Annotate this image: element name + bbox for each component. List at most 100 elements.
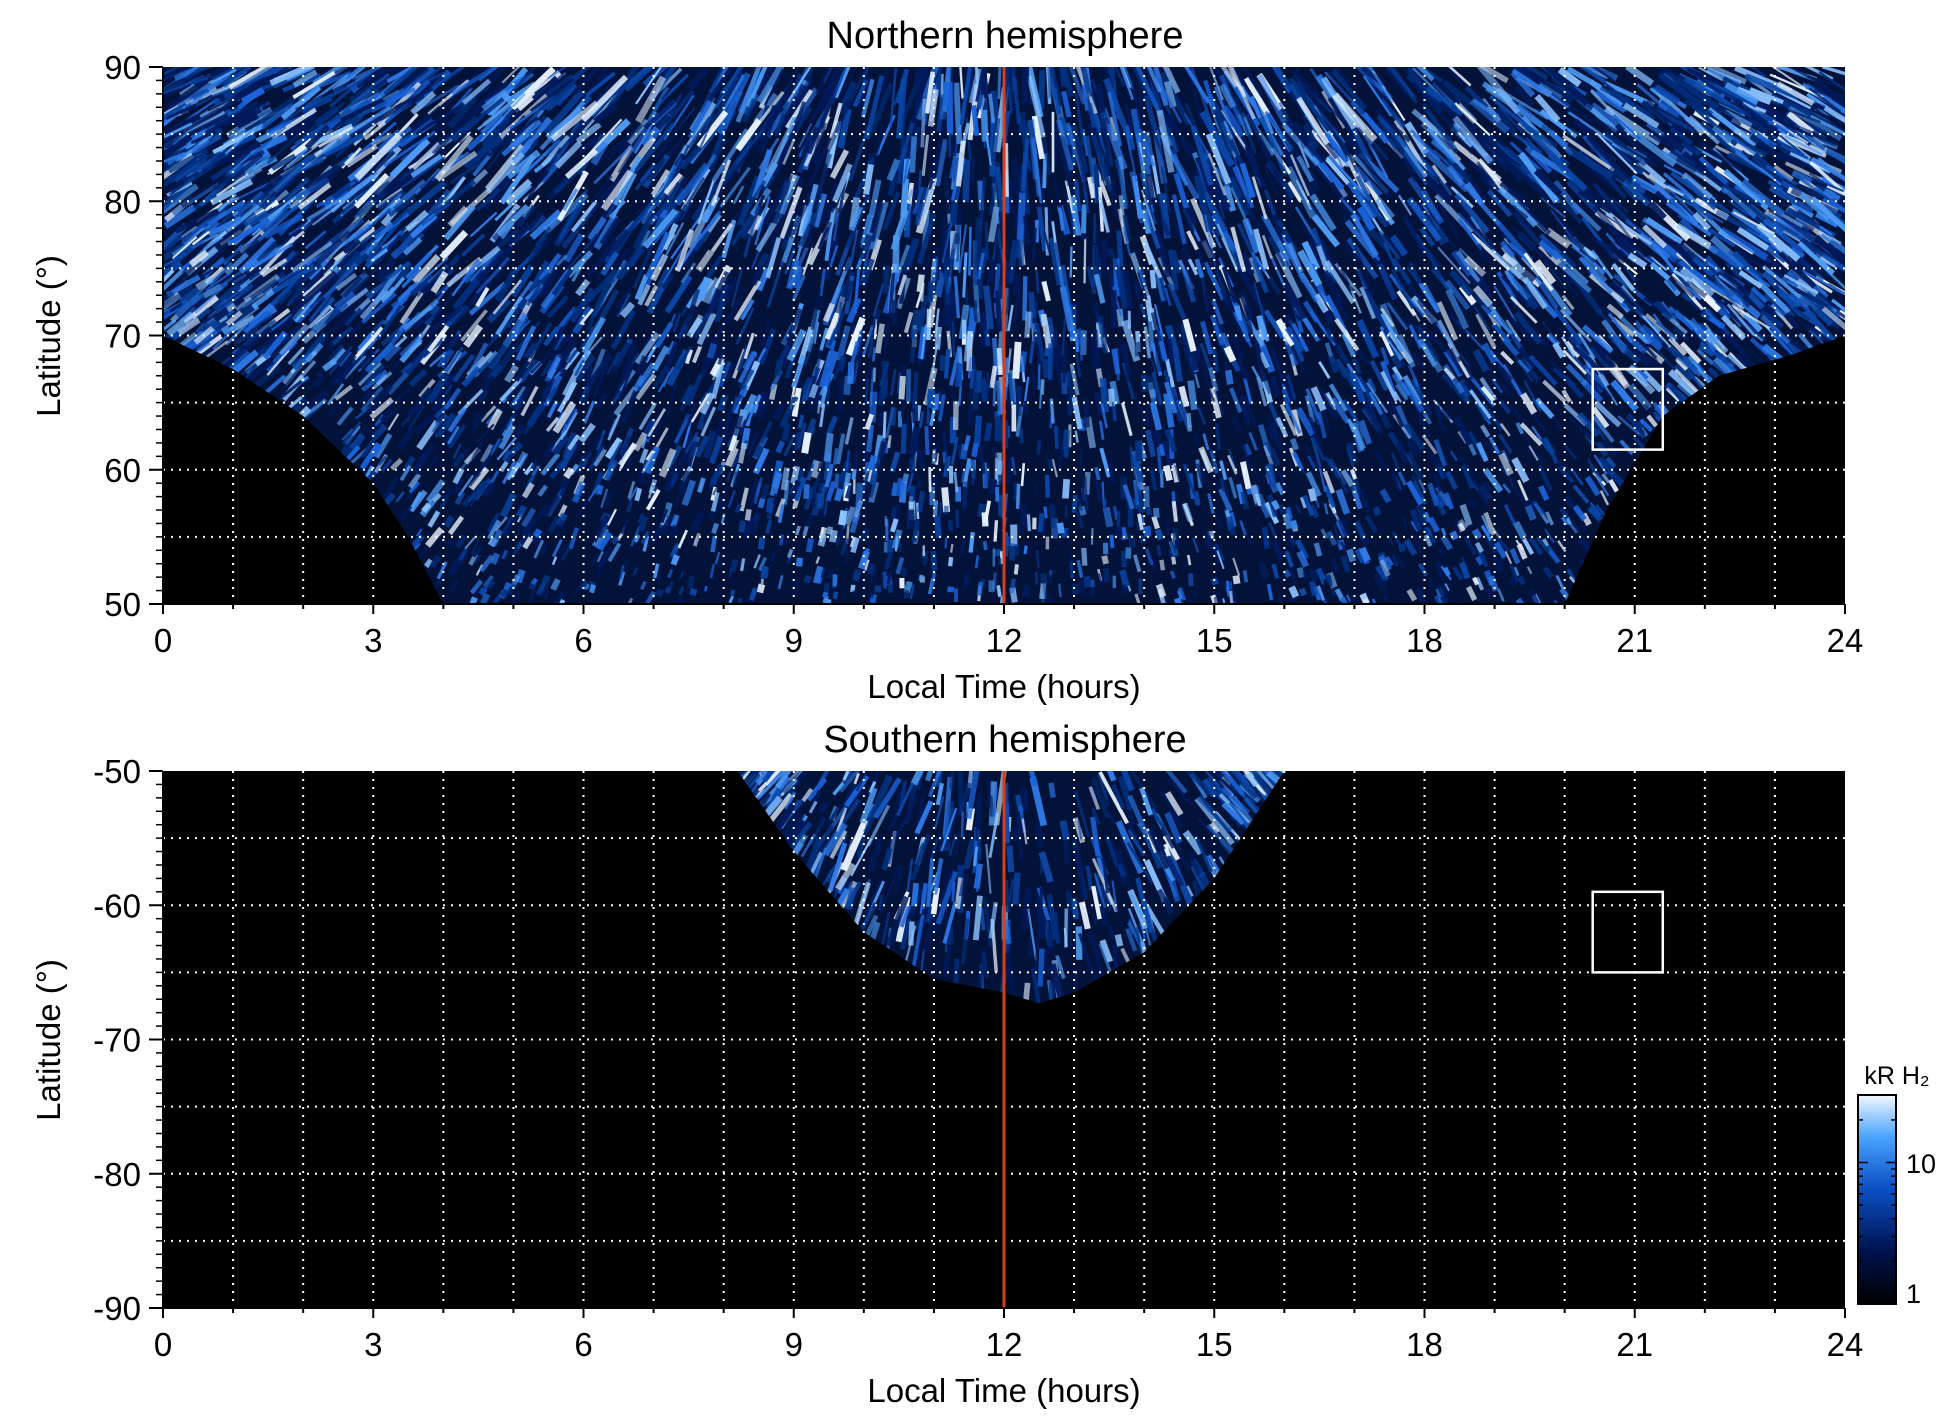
north-emission-streak <box>1070 386 1072 415</box>
north-emission-streak <box>962 305 966 339</box>
north-emission-streak <box>946 349 949 378</box>
north-emission-streak <box>904 474 906 484</box>
north-emission-streak <box>1148 377 1152 389</box>
north-emission-streak <box>1147 526 1148 537</box>
north-emission-streak <box>1106 507 1110 526</box>
north-emission-streak <box>1104 556 1106 564</box>
north-emission-streak <box>756 446 760 457</box>
north-emission-streak <box>1191 381 1195 410</box>
north-emission-streak <box>1099 84 1103 112</box>
north-emission-streak <box>884 572 885 589</box>
north-emission-streak <box>886 266 887 294</box>
north-emission-streak <box>1045 506 1046 518</box>
north-emission-streak <box>1102 575 1103 589</box>
north-emission-streak <box>994 447 995 458</box>
north-emission-streak <box>1022 463 1024 486</box>
north-emission-streak <box>1453 532 1456 539</box>
north-emission-streak <box>1195 492 1198 506</box>
north-emission-streak <box>1236 576 1237 584</box>
north-emission-streak <box>806 484 807 498</box>
north-emission-streak <box>1292 521 1295 529</box>
north-emission-streak <box>986 222 987 259</box>
north-emission-streak <box>1073 300 1077 324</box>
north-emission-streak <box>1092 589 1093 597</box>
north-emission-streak <box>1311 489 1314 501</box>
north-emission-streak <box>1084 548 1085 566</box>
north-emission-streak <box>1152 270 1154 288</box>
north-emission-streak <box>819 463 821 473</box>
north-emission-streak <box>1443 596 1446 602</box>
north-emission-streak <box>1106 568 1107 582</box>
north-emission-streak <box>742 558 744 570</box>
north-emission-streak <box>735 472 738 487</box>
north-emission-streak <box>658 590 661 596</box>
north-emission-streak <box>912 136 914 172</box>
north-emission-streak <box>1021 516 1023 533</box>
north-emission-streak <box>1062 60 1065 87</box>
north-emission-streak <box>826 583 827 592</box>
north-emission-streak <box>1316 543 1319 556</box>
north-emission-streak <box>637 488 640 500</box>
north-emission-streak <box>1110 463 1113 485</box>
north-emission-streak <box>834 448 836 465</box>
north-emission-streak <box>884 361 885 398</box>
north-emission-streak <box>998 380 1000 415</box>
north-emission-streak <box>764 566 766 578</box>
north-emission-streak <box>1065 430 1067 458</box>
north-emission-streak <box>673 555 677 564</box>
north-emission-streak <box>969 227 970 276</box>
north-emission-streak <box>950 520 951 531</box>
north-emission-streak <box>1117 348 1118 380</box>
north-emission-streak <box>951 544 952 552</box>
north-emission-streak <box>805 432 808 453</box>
north-emission-streak <box>690 576 693 589</box>
north-emission-streak <box>1274 501 1278 509</box>
north-emission-streak <box>986 470 988 488</box>
north-emission-streak <box>1349 549 1353 561</box>
north-emission-streak <box>1046 207 1047 255</box>
north-emission-streak <box>906 590 907 598</box>
north-emission-streak <box>998 416 999 441</box>
north-emission-streak <box>841 523 843 541</box>
north-emission-streak <box>1075 584 1076 594</box>
north-emission-streak <box>922 99 924 148</box>
north-emission-streak <box>1028 514 1029 531</box>
north-emission-streak <box>859 483 860 509</box>
north-emission-streak <box>1021 351 1024 372</box>
north-emission-streak <box>1065 479 1066 498</box>
north-emission-streak <box>911 510 912 529</box>
north-emission-streak <box>1496 557 1501 572</box>
north-emission-streak <box>1016 564 1017 574</box>
north-emission-streak <box>741 521 743 532</box>
north-emission-streak <box>1012 579 1014 593</box>
north-emission-streak <box>1286 570 1289 576</box>
north-emission-streak <box>987 423 990 441</box>
north-emission-streak <box>894 300 895 326</box>
north-emission-streak <box>1222 580 1223 586</box>
north-emission-streak <box>804 526 806 535</box>
north-emission-streak <box>983 315 984 332</box>
north-emission-streak <box>1206 533 1210 548</box>
north-emission-streak <box>809 539 811 553</box>
north-emission-streak <box>586 584 588 589</box>
north-emission-streak <box>985 512 986 526</box>
north-emission-streak <box>1026 586 1027 597</box>
north-emission-streak <box>1024 276 1025 320</box>
north-emission-streak <box>964 488 966 511</box>
north-emission-streak <box>975 301 976 322</box>
north-emission-streak <box>761 537 762 549</box>
north-emission-streak <box>880 412 881 426</box>
north-emission-streak <box>1265 527 1268 548</box>
northern-panel-title: Northern hemisphere <box>827 15 1184 57</box>
north-emission-streak <box>1016 544 1017 556</box>
north-emission-streak <box>1043 573 1045 583</box>
north-emission-streak <box>1158 530 1161 540</box>
north-emission-streak <box>848 486 852 499</box>
north-emission-streak <box>1080 448 1081 477</box>
north-emission-streak <box>953 386 954 406</box>
north-emission-streak <box>1016 342 1018 379</box>
north-emission-streak <box>1047 475 1048 497</box>
north-emission-streak <box>971 532 973 552</box>
north-emission-streak <box>705 586 706 591</box>
